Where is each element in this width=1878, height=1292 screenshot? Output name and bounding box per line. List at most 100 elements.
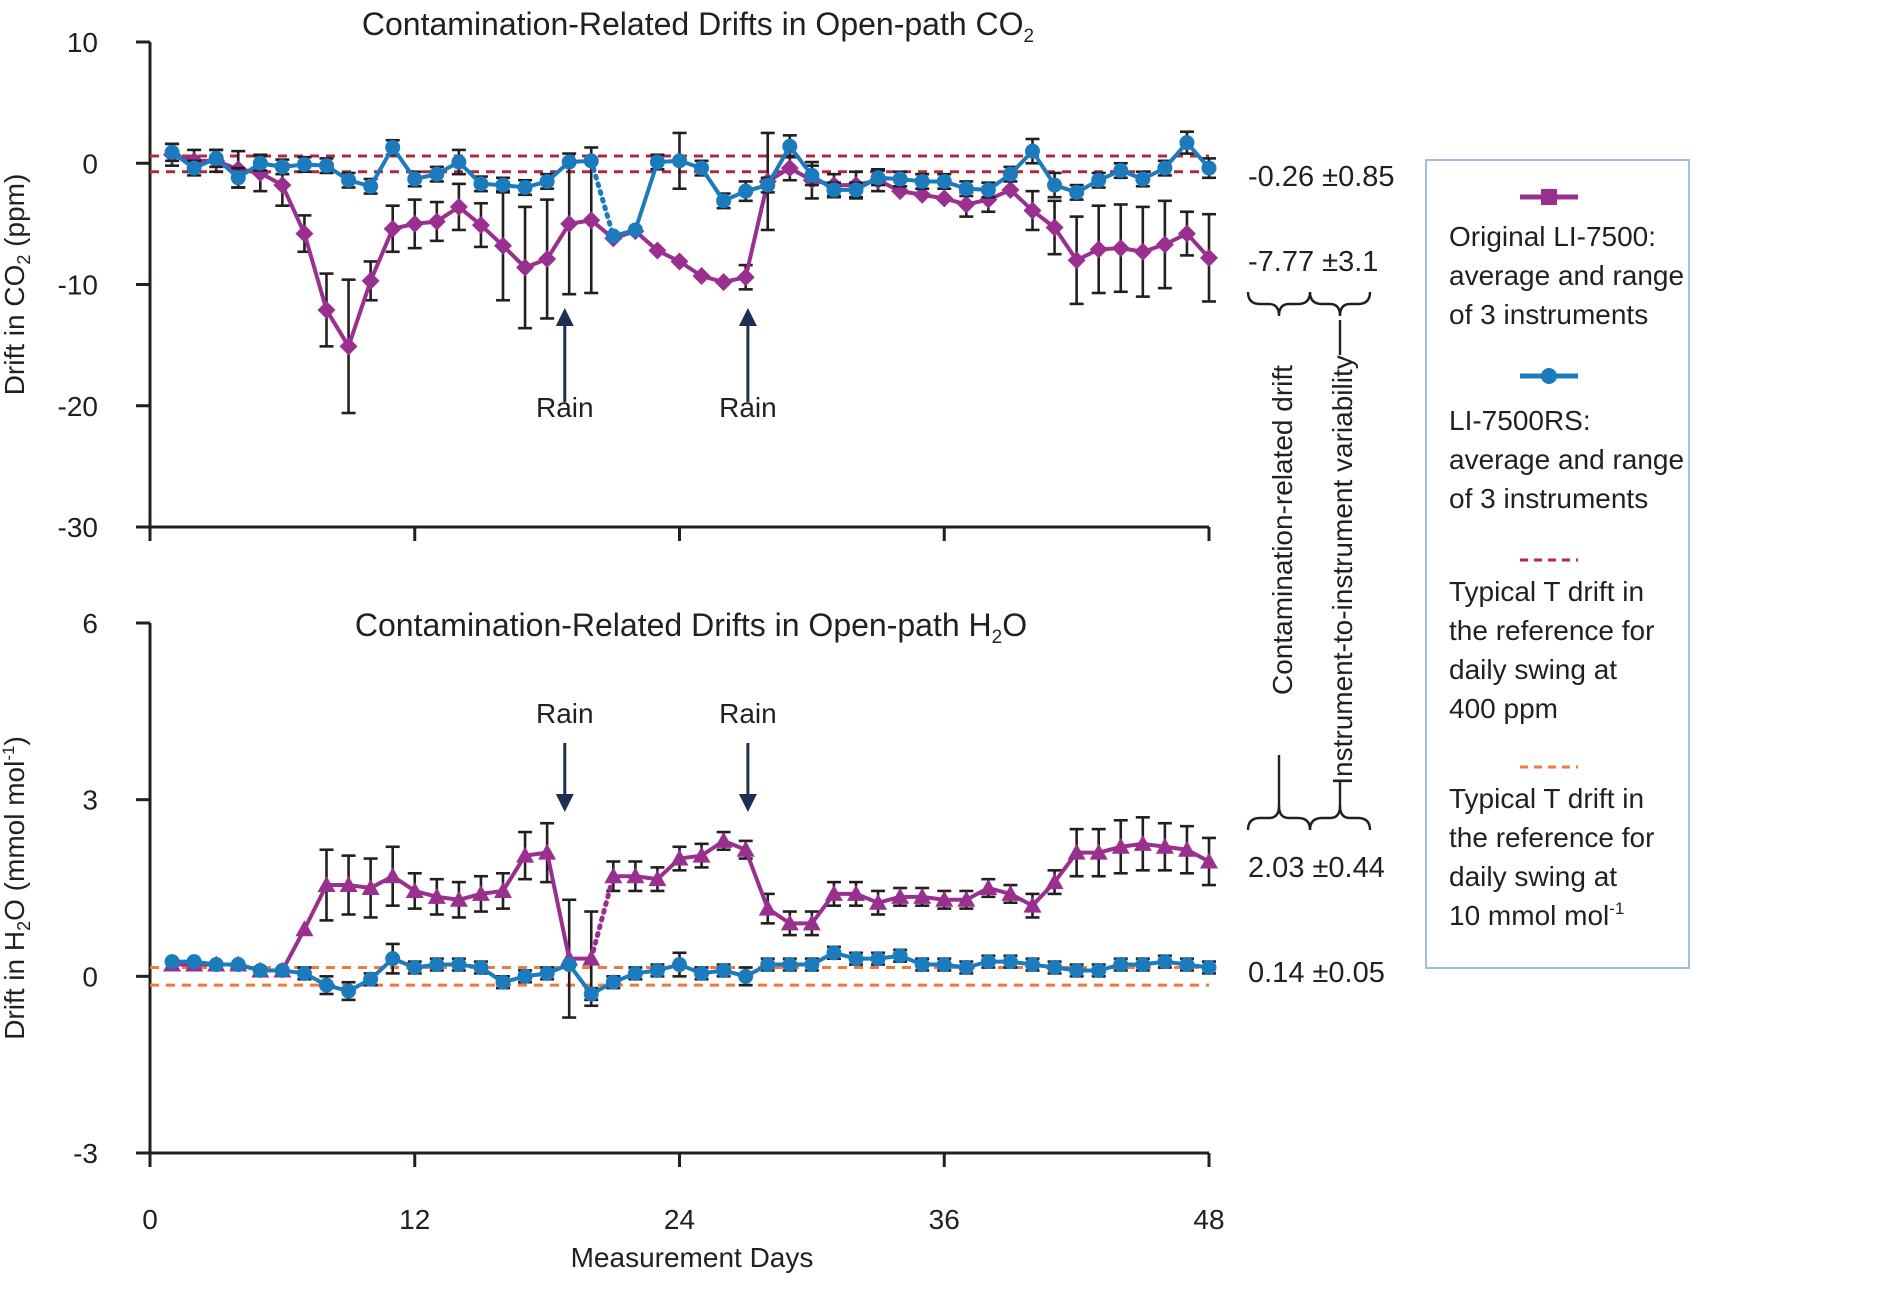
h2o-panel: 6 3 0 -3 Contamination-Related Drifts in Ope…: [0, 607, 1385, 1169]
legend: Original LI-7500: average and range of 3 i…: [1425, 159, 1690, 969]
series-gap-dotted-segment: [588, 873, 616, 962]
data-point: [604, 867, 623, 884]
series-line-segment: [324, 307, 351, 349]
legend-text-line: Typical T drift in: [1449, 576, 1644, 607]
rain-arrow-head: [555, 308, 574, 326]
data-point: [427, 887, 446, 904]
data-point: [495, 177, 511, 193]
data-point: [892, 171, 908, 187]
data-point: [802, 914, 821, 931]
y-axis-label: Drift in H2O (mmol mol-1): [0, 736, 34, 1040]
data-point: [252, 155, 268, 171]
data-point: [494, 881, 512, 898]
data-point: [648, 870, 667, 887]
rain-annotation: Rain: [536, 698, 594, 812]
data-point: [826, 182, 842, 198]
data-point: [780, 159, 799, 178]
contamination-drift-label: Contamination-related drift: [1267, 365, 1298, 695]
legend-text-line: the reference for: [1449, 615, 1654, 646]
data-point: [714, 273, 733, 292]
series-original-li7500: [163, 816, 1218, 1019]
x-tick-label: 36: [929, 1204, 960, 1235]
data-point: [429, 957, 445, 973]
data-point: [407, 960, 423, 975]
data-point: [670, 252, 689, 271]
legend-text-line: average and range: [1449, 444, 1684, 475]
legend-text-line: of 3 instruments: [1449, 299, 1648, 330]
data-point: [385, 951, 401, 967]
data-point: [560, 214, 579, 233]
series-gap-dotted-segment: [588, 158, 616, 239]
data-point: [1047, 177, 1063, 193]
x-tick-label: 24: [664, 1204, 695, 1235]
series-li7500rs: [164, 130, 1217, 244]
data-point: [516, 258, 535, 277]
data-point: [1047, 960, 1063, 975]
data-point: [317, 300, 336, 319]
data-point: [561, 154, 577, 170]
data-point: [957, 890, 976, 907]
rain-arrow-head: [738, 308, 757, 326]
data-point: [295, 224, 314, 243]
series-original-li7500: [163, 131, 1218, 415]
data-point: [870, 170, 886, 186]
data-point: [649, 962, 665, 978]
data-point: [891, 887, 910, 904]
data-point: [694, 965, 710, 981]
drift-value-label: -0.26 ±0.85: [1248, 161, 1395, 193]
y-tick-label: 0: [82, 961, 98, 992]
y-axis-label: Drift in CO2 (ppm): [0, 174, 34, 396]
data-point: [363, 178, 379, 194]
data-point: [539, 173, 555, 189]
data-point: [273, 176, 292, 195]
x-tick-label: 0: [142, 1204, 158, 1235]
data-point: [1179, 135, 1195, 151]
chart-title: Contamination-Related Drifts in Open-pat…: [355, 607, 1027, 648]
drift-value-label: 0.14 ±0.05: [1248, 957, 1385, 989]
data-point: [405, 881, 424, 898]
data-point: [252, 962, 268, 978]
data-point: [979, 879, 998, 895]
data-point: [804, 957, 820, 973]
legend-item: LI-7500RS: average and range of 3 instrume…: [1449, 368, 1684, 514]
data-point: [317, 876, 336, 893]
data-point: [449, 197, 468, 216]
data-point: [517, 180, 533, 195]
data-point: [1200, 248, 1218, 267]
data-point: [230, 170, 246, 186]
data-point: [494, 236, 512, 255]
series-line-segment: [545, 850, 572, 961]
y-tick-label: 10: [67, 27, 98, 58]
data-point: [471, 216, 490, 235]
data-point: [958, 181, 974, 197]
data-point: [295, 920, 314, 937]
data-point: [383, 867, 402, 884]
data-point: [538, 250, 557, 269]
data-point: [208, 957, 224, 973]
data-point: [164, 954, 180, 970]
data-point: [980, 954, 996, 970]
data-point: [1045, 873, 1064, 890]
series-line-segment: [633, 160, 660, 232]
series-line-segment: [1052, 225, 1079, 263]
data-point: [319, 977, 334, 993]
legend-text-line: average and range: [1449, 260, 1684, 291]
data-point: [672, 153, 687, 169]
data-point: [407, 171, 423, 187]
data-point: [716, 962, 732, 978]
data-point: [449, 890, 468, 907]
legend-text-line: daily swing at: [1449, 654, 1617, 685]
data-point: [936, 957, 952, 973]
data-point: [186, 954, 202, 970]
data-point: [1091, 962, 1107, 978]
data-point: [561, 957, 577, 973]
data-point: [648, 241, 667, 260]
data-point: [230, 957, 246, 973]
data-point: [738, 183, 754, 199]
data-point: [339, 876, 358, 893]
data-point: [1155, 235, 1174, 254]
data-point: [738, 968, 754, 984]
legend-text-line: the reference for: [1449, 822, 1654, 853]
data-point: [1177, 840, 1196, 857]
